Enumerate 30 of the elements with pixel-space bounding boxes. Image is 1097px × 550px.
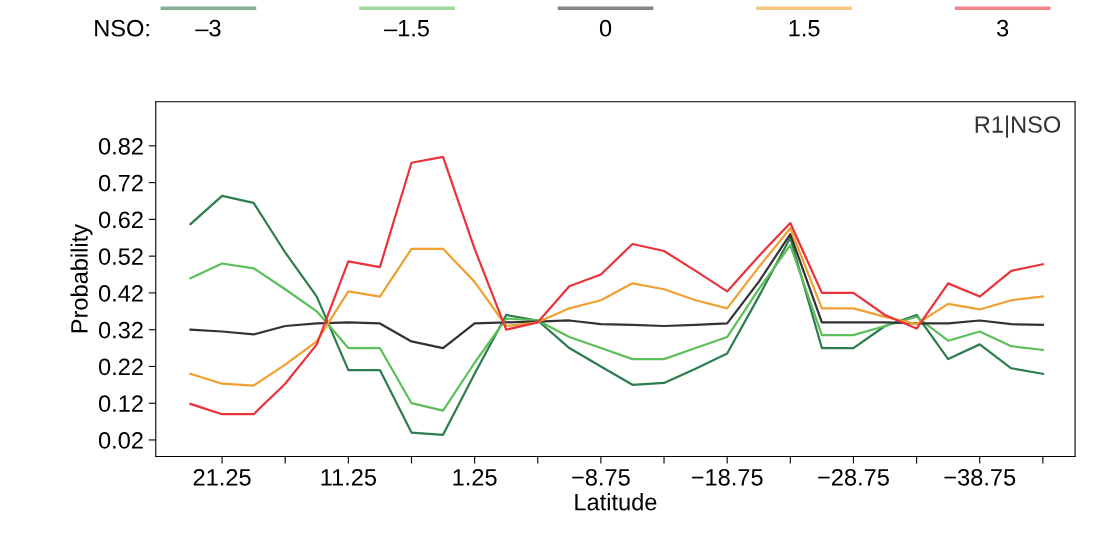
legend-title: NSO: [95,19,149,37]
line-series [189,244,1044,412]
y-tick-label: 0.62 [98,211,143,229]
y-tick-label: 0.32 [98,321,143,339]
line-series [189,227,1044,387]
y-axis-title: Probability [70,224,93,333]
y-tick-label: 0.52 [98,248,143,265]
x-tick-label: 21.25 [193,468,251,486]
x-tick-label: −18.75 [691,468,763,486]
x-tick-label: −8.75 [572,468,630,486]
line-series [189,194,1044,436]
line-series [189,155,1044,416]
line-series [189,232,1044,350]
legend-label: 0 [599,19,612,37]
x-tick-label: −38.75 [944,468,1016,486]
legend-label: –3 [195,19,221,37]
y-tick-label: 0.72 [98,174,143,192]
y-tick-label: 0.02 [98,432,143,449]
x-tick-label: 11.25 [321,468,377,486]
x-axis-title: Latitude [575,493,657,511]
x-tick-label: −28.75 [818,468,889,486]
y-tick-label: 0.22 [98,358,143,376]
legend-label: –1.5 [384,20,429,37]
legend-label: 3 [996,19,1009,37]
annotation: R1|NSO [975,115,1061,138]
x-tick-label: 1.25 [453,468,497,486]
legend-label: 1.5 [789,20,820,37]
y-tick-label: 0.42 [98,284,143,302]
y-tick-label: 0.82 [98,137,143,155]
y-tick-label: 0.12 [98,395,143,412]
